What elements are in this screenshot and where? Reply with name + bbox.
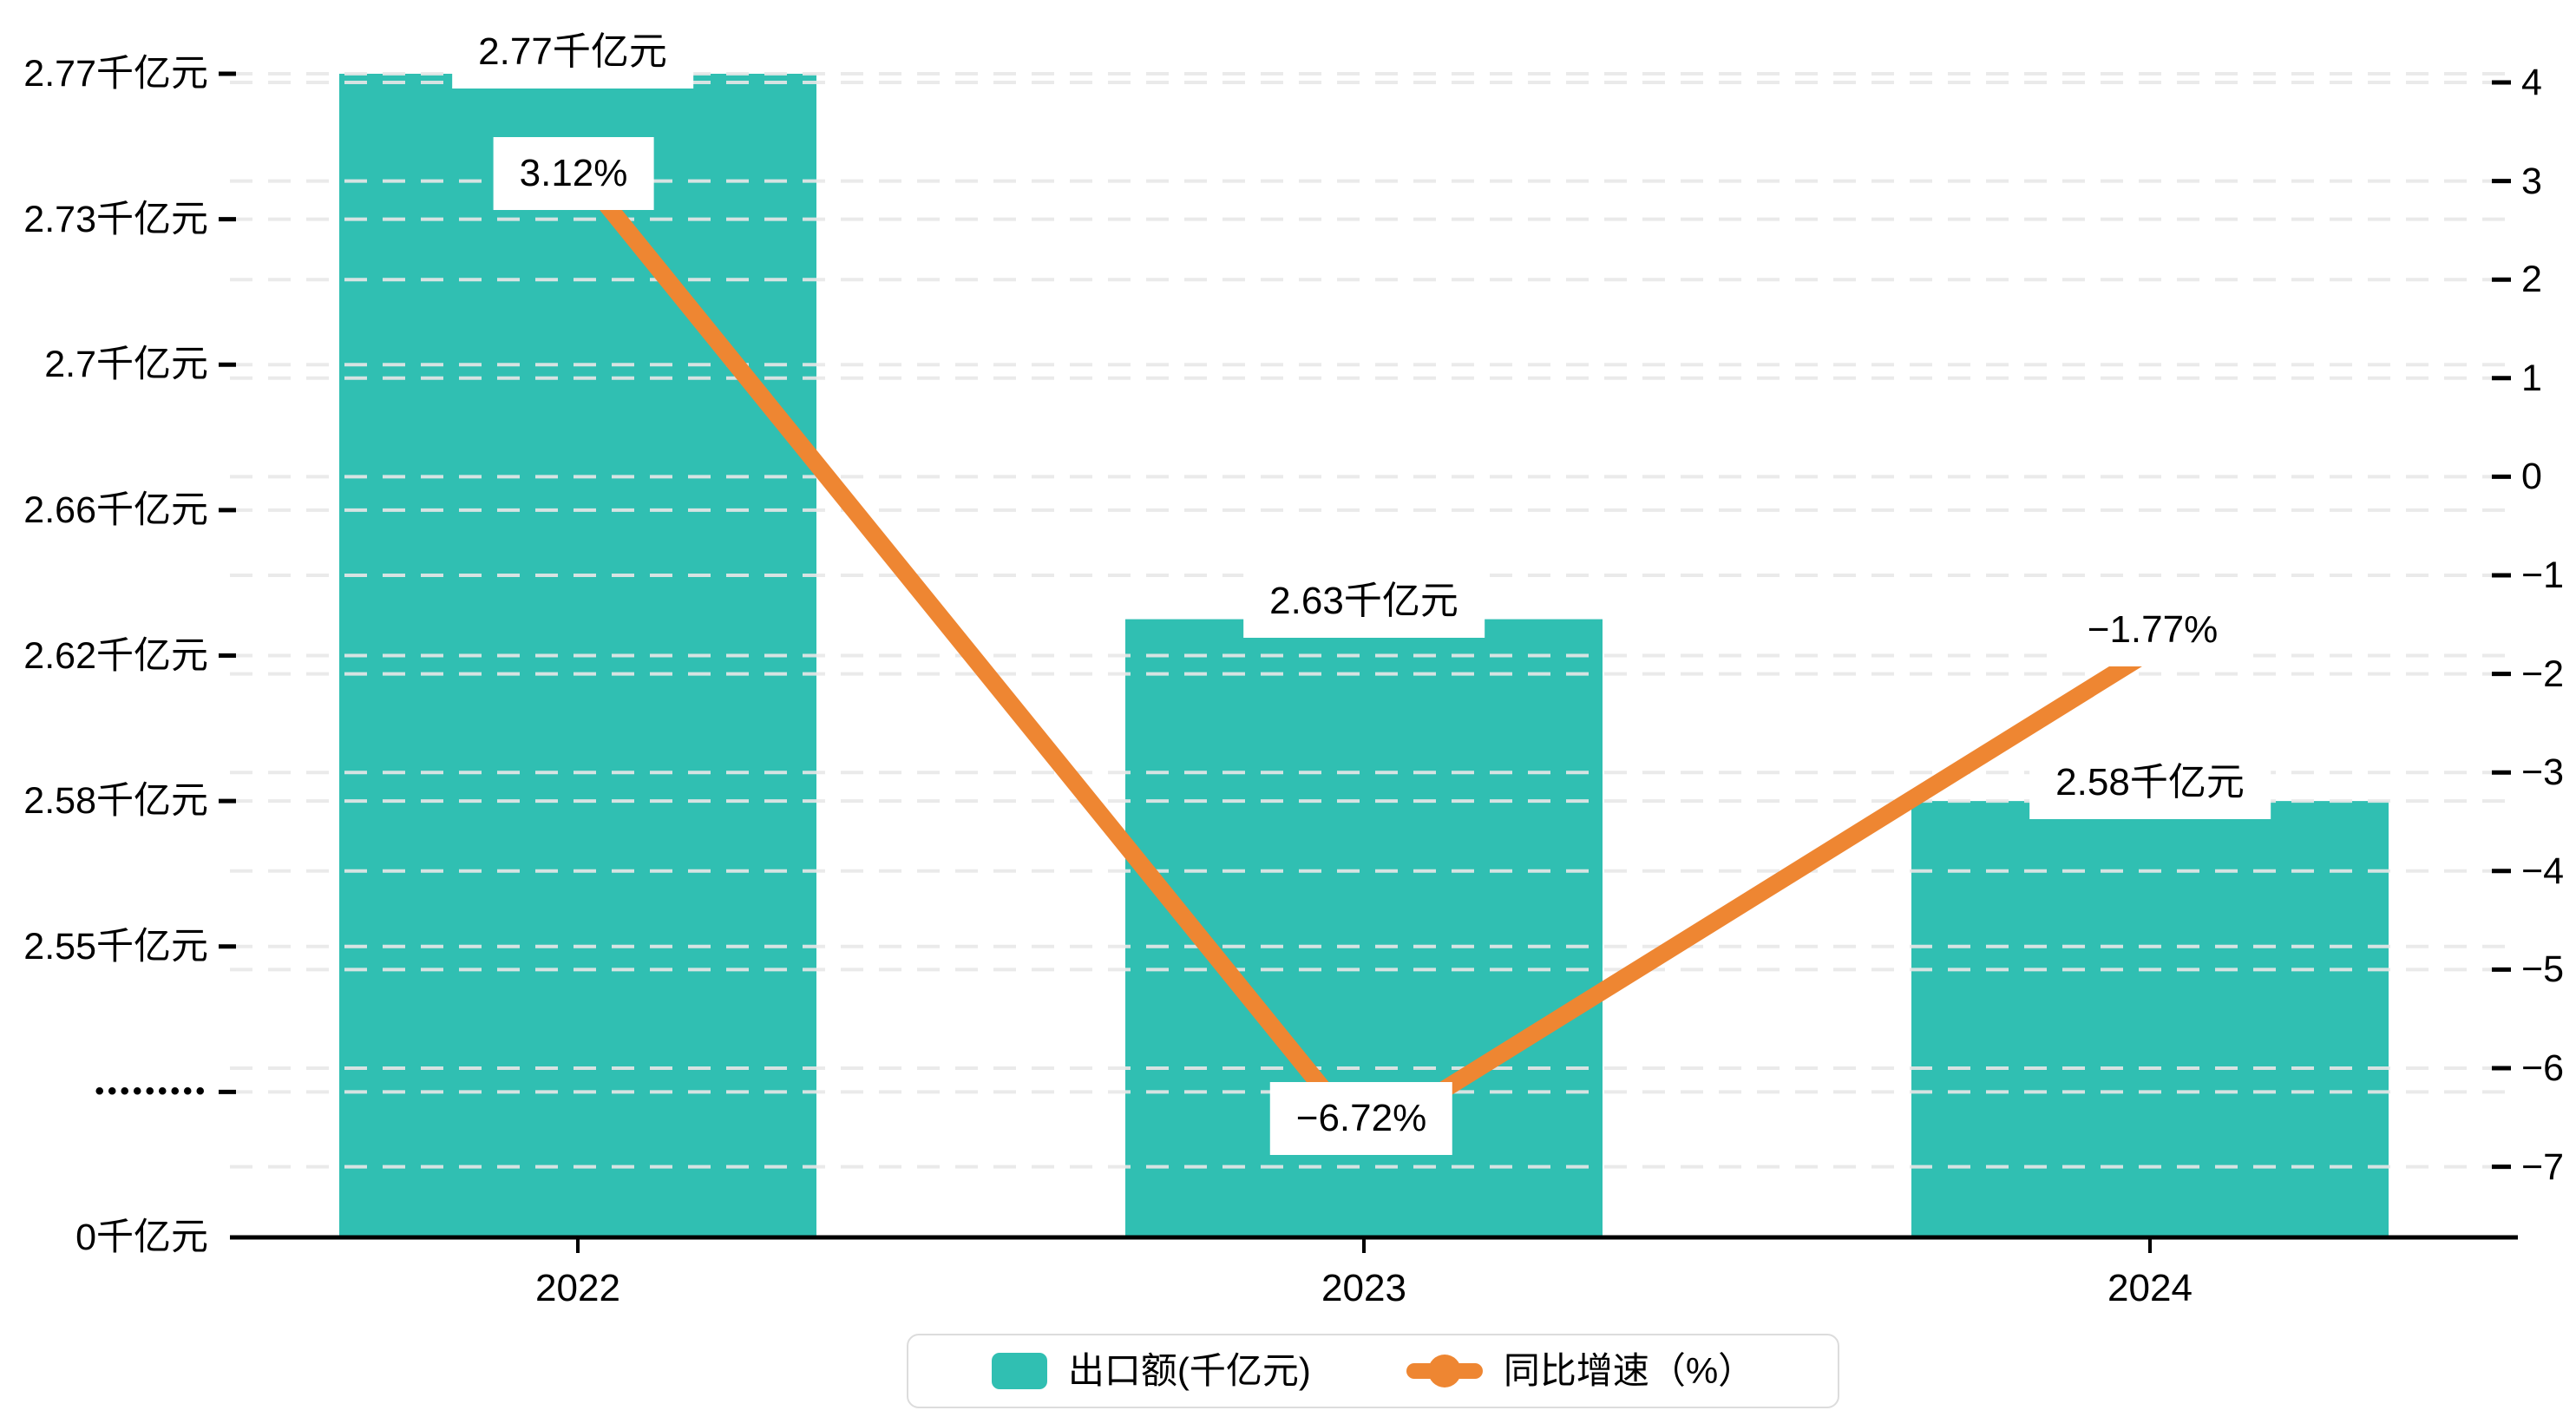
line-value-label-2024: −1.77% [2061,594,2245,666]
bar-value-label-2024: 2.58千亿元 [2029,746,2271,819]
legend-item-exports[interactable]: 出口额(千亿元) [991,1350,1311,1391]
right-axis-tick-label: −7 [2521,1146,2565,1188]
right-axis-tick-label: 0 [2521,456,2542,497]
bar-2024 [1911,801,2389,1237]
line-value-label-2022: 3.12% [493,137,654,210]
left-axis-tick-label: 2.73千亿元 [23,199,208,240]
legend-label-growth: 同比增速（%） [1503,1350,1755,1391]
left-axis-tick-label: 2.7千亿元 [44,344,208,385]
x-axis-label-2024: 2024 [2107,1267,2193,1309]
right-axis-tick-label: −5 [2521,948,2565,990]
line-value-label-2023: −6.72% [1269,1082,1453,1155]
right-axis-tick-label: −2 [2521,653,2565,695]
left-axis-tick-label: 2.58千亿元 [23,780,208,822]
legend: 出口额(千亿元) 同比增速（%） [907,1334,1839,1408]
bar-value-label-2022: 2.77千亿元 [452,16,693,89]
left-axis-tick-label: 2.55千亿元 [23,926,208,968]
left-axis-tick-label: 2.62千亿元 [23,635,208,677]
right-axis-tick-label: 1 [2521,358,2542,399]
axis-break-dots: ••••••••• [95,1077,208,1105]
right-axis-tick-label: −3 [2521,751,2565,793]
legend-item-growth[interactable]: 同比增速（%） [1406,1353,1754,1389]
right-axis-tick-label: −4 [2521,850,2565,892]
left-axis-tick-label: 0千亿元 [75,1217,208,1258]
right-axis-tick-label: 2 [2521,259,2542,300]
left-axis-tick-label: 2.66千亿元 [23,489,208,531]
line-series-marker-icon [1406,1354,1483,1388]
x-axis-label-2023: 2023 [1321,1267,1406,1309]
right-axis-tick-label: −6 [2521,1047,2565,1089]
right-axis-tick-label: 3 [2521,161,2542,202]
legend-label-exports: 出口额(千亿元) [1067,1350,1311,1391]
bar-series-swatch-icon [991,1353,1047,1389]
right-axis-tick-label: 4 [2521,62,2542,103]
right-axis-tick-label: −1 [2521,554,2565,596]
x-axis-label-2022: 2022 [535,1267,620,1309]
bar-value-label-2023: 2.63千亿元 [1243,565,1485,638]
left-axis-tick-label: 2.77千亿元 [23,53,208,95]
